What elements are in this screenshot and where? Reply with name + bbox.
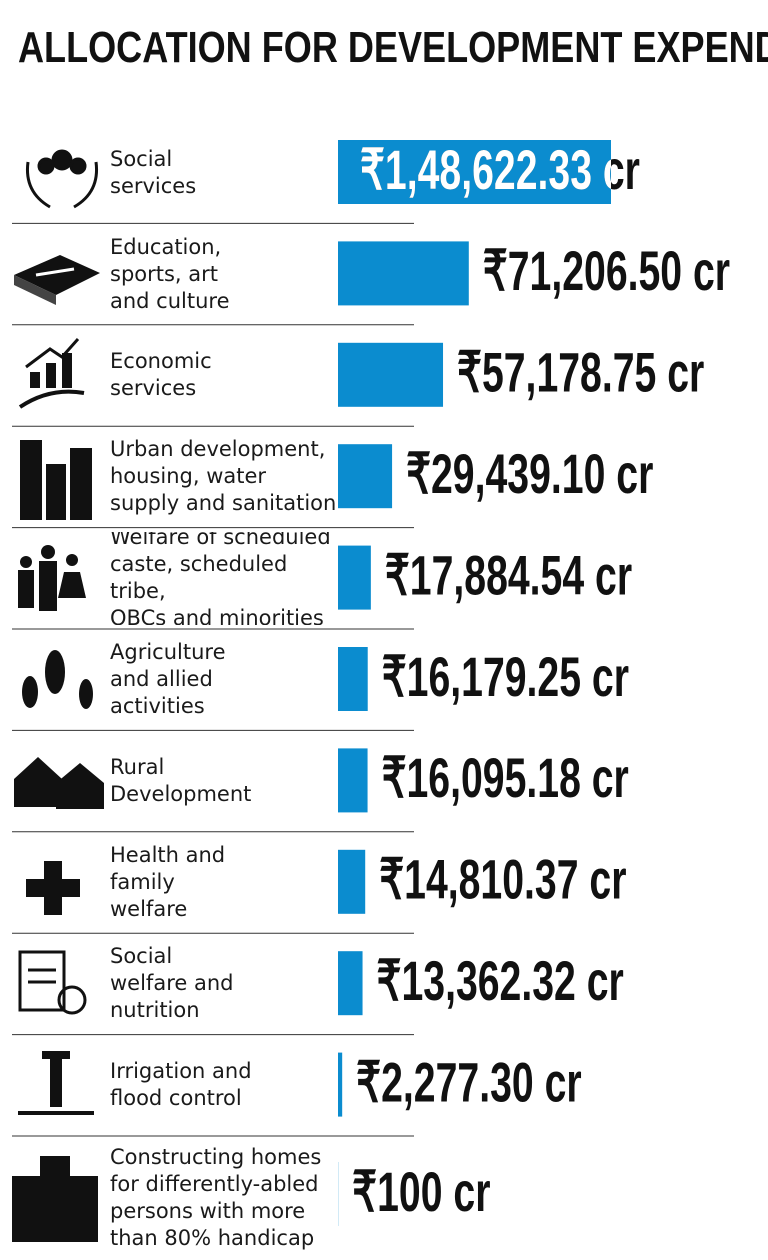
category-label: Urban development, housing, water supply… bbox=[110, 437, 337, 516]
value-label-inner: ₹1,48,622.33 cr bbox=[360, 139, 640, 202]
bar bbox=[338, 951, 363, 1016]
icon-homes bbox=[12, 1156, 98, 1242]
value-label-group: ₹17,884.54 cr bbox=[385, 545, 632, 608]
category-box: Constructing homes for differently-abled… bbox=[110, 1145, 322, 1250]
bar bbox=[338, 849, 366, 914]
value-label: ₹71,206.50 cr bbox=[483, 240, 730, 303]
icon-urban bbox=[20, 440, 92, 520]
icon-health bbox=[26, 861, 80, 915]
value-label: ₹17,884.54 cr bbox=[385, 545, 632, 608]
value-label-group: ₹29,439.10 cr bbox=[406, 443, 653, 506]
value-label-group: ₹1,48,622.33 cr bbox=[360, 139, 640, 202]
bar bbox=[338, 241, 469, 306]
value-label: ₹100 cr bbox=[352, 1161, 490, 1224]
icon-economic bbox=[18, 338, 85, 409]
value-label-group: ₹71,206.50 cr bbox=[483, 240, 730, 303]
chart-title: ALLOCATION FOR DEVELOPMENT EXPENDITURE bbox=[18, 23, 768, 72]
value-label: ₹2,277.30 cr bbox=[356, 1052, 582, 1115]
category-label: Social welfare and nutrition bbox=[110, 944, 234, 1023]
value-label-group: ₹2,277.30 cr bbox=[356, 1052, 582, 1115]
value-label: ₹14,810.37 cr bbox=[379, 849, 626, 912]
bar bbox=[338, 545, 371, 610]
icon-education bbox=[14, 255, 100, 305]
value-label-group: ₹57,178.75 cr bbox=[457, 342, 704, 405]
category-label: Economic services bbox=[110, 349, 212, 401]
category-box: Urban development, housing, water supply… bbox=[110, 437, 337, 516]
category-box: Rural Development bbox=[110, 755, 252, 807]
icon-irrigation bbox=[18, 1051, 94, 1115]
category-box: Welfare of scheduled caste, scheduled tr… bbox=[110, 531, 331, 625]
category-label: Constructing homes for differently-abled… bbox=[110, 1145, 322, 1250]
value-label: ₹1,48,622.33 cr bbox=[360, 139, 640, 202]
bar bbox=[338, 342, 444, 407]
category-box: Irrigation and flood control bbox=[110, 1059, 252, 1111]
bar bbox=[338, 444, 393, 509]
value-label-group: ₹16,179.25 cr bbox=[382, 646, 629, 709]
icon-rural bbox=[14, 757, 104, 809]
value-label: ₹16,179.25 cr bbox=[382, 646, 629, 709]
category-box: Social welfare and nutrition bbox=[110, 944, 234, 1023]
category-box: Social services bbox=[110, 146, 197, 198]
category-label: Health and family welfare bbox=[110, 842, 226, 921]
category-label: Welfare of scheduled caste, scheduled tr… bbox=[110, 531, 331, 625]
category-box: Economic services bbox=[110, 349, 212, 401]
value-label-inner-text: ₹1,48,622.33 cr bbox=[360, 139, 640, 202]
value-label: ₹57,178.75 cr bbox=[457, 342, 704, 405]
bar bbox=[338, 647, 368, 711]
icon-social bbox=[25, 149, 99, 209]
category-box: Agriculture and allied activities bbox=[110, 640, 226, 719]
category-label: Social services bbox=[110, 146, 197, 198]
category-box: Health and family welfare bbox=[110, 842, 226, 921]
icons bbox=[12, 149, 104, 1242]
value-label: ₹29,439.10 cr bbox=[406, 443, 653, 506]
bar bbox=[338, 140, 611, 204]
category-box: Education, sports, art and culture bbox=[110, 234, 230, 313]
icon-welfare bbox=[18, 545, 86, 611]
icon-nutrition bbox=[18, 950, 87, 1015]
bar bbox=[338, 748, 368, 813]
value-label-group: ₹14,810.37 cr bbox=[379, 849, 626, 912]
bar bbox=[338, 1052, 343, 1117]
category-label: Rural Development bbox=[110, 755, 252, 807]
value-label-group: ₹13,362.32 cr bbox=[377, 950, 624, 1013]
category-label: Education, sports, art and culture bbox=[110, 234, 230, 313]
icon-agriculture bbox=[22, 650, 93, 709]
value-label-group: ₹16,095.18 cr bbox=[382, 747, 629, 810]
category-label: Irrigation and flood control bbox=[110, 1059, 252, 1111]
value-label-inner-t: ₹1,48,622.33 cr bbox=[360, 139, 640, 202]
value-label-group: ₹100 cr bbox=[352, 1161, 490, 1224]
value-label: ₹13,362.32 cr bbox=[377, 950, 624, 1013]
value-label: ₹16,095.18 cr bbox=[382, 747, 629, 810]
category-label: Agriculture and allied activities bbox=[110, 640, 226, 719]
